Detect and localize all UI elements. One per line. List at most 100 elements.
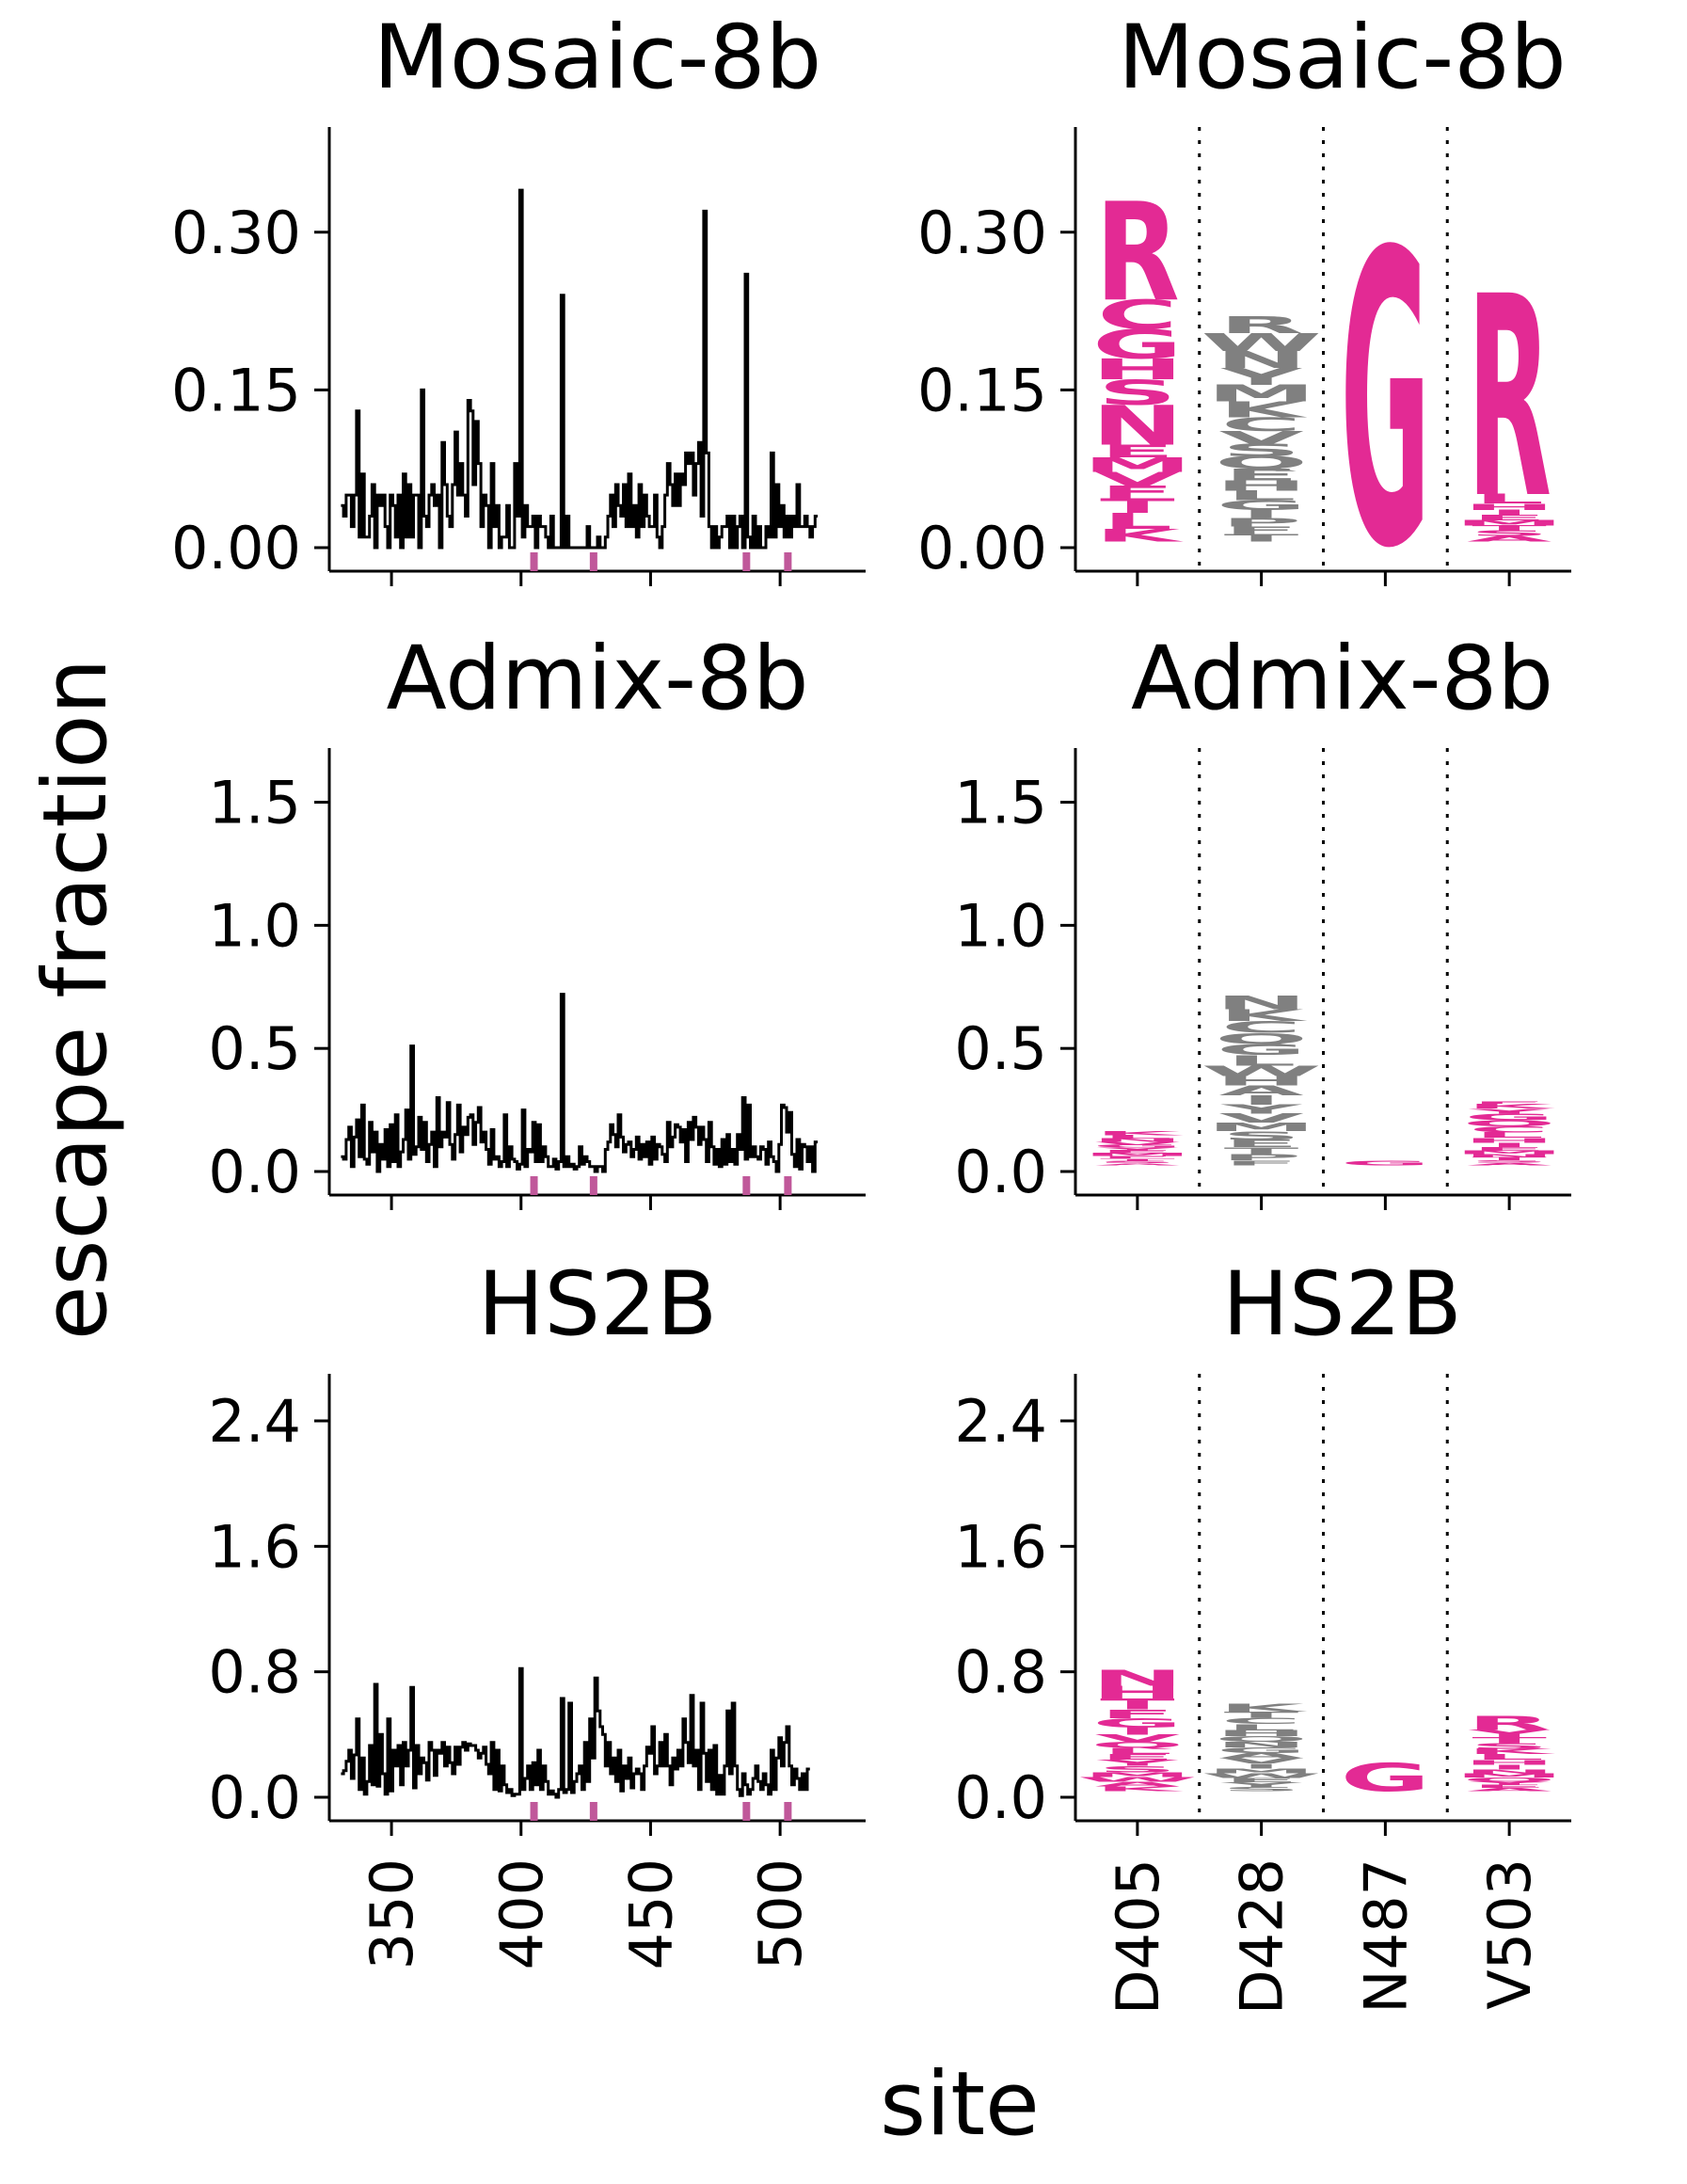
logo-letter: M <box>1455 1773 1564 1779</box>
logo-letter: G <box>1217 498 1307 513</box>
logo-letter: F <box>1472 1100 1547 1104</box>
site-marker <box>742 1802 751 1821</box>
logo-letter: A <box>1218 1083 1303 1099</box>
panel-title: HS2B <box>478 1253 718 1356</box>
logo-letter: G <box>1092 321 1183 368</box>
logo-letter: T <box>1100 1157 1175 1161</box>
logo-letter: C <box>1097 292 1178 339</box>
site-marker <box>742 552 751 571</box>
logo-letter: M <box>1455 518 1564 527</box>
logo-letter: S <box>1470 1159 1549 1163</box>
escape-line <box>341 993 819 1173</box>
logo-letter: L <box>1474 1752 1544 1761</box>
logo-letter: I <box>1488 1141 1529 1149</box>
logo-letter: T <box>1472 1156 1547 1161</box>
panel-title: Admix-8b <box>386 628 808 730</box>
site-marker <box>589 1802 597 1821</box>
logo-letter: C <box>1469 1124 1550 1135</box>
logo-letter: C <box>1221 413 1302 435</box>
logo-letter: K <box>1218 397 1307 422</box>
site-marker <box>784 552 792 571</box>
logo-letter: K <box>1218 1006 1308 1025</box>
logo-letter: M <box>1455 1150 1564 1156</box>
y-tick-label: 1.6 <box>954 1512 1047 1581</box>
logo-letter: G <box>1217 1746 1307 1754</box>
panel-title: Mosaic-8b <box>374 7 821 109</box>
logo-letter: T <box>1224 1145 1299 1156</box>
logo-panel-2: HS2B0.00.81.62.4D405KAWMSYELQVIGFTHND428… <box>954 1253 1571 2015</box>
logo-letter: H <box>1463 502 1555 512</box>
logo-letter: L <box>1103 1134 1172 1140</box>
logo-letter: M <box>1083 1153 1192 1157</box>
logo-letter: A <box>1467 1162 1552 1166</box>
y-tick-label: 0.5 <box>208 1014 301 1083</box>
logo-letter: A <box>1467 534 1552 543</box>
logo-letter: T <box>1100 494 1175 518</box>
logo-letter: I <box>1241 507 1281 520</box>
logo-letter: L <box>1474 1131 1544 1140</box>
logo-letter: M <box>1207 1121 1316 1135</box>
logo-letter: A <box>1218 1751 1303 1760</box>
logo-letter: V <box>1218 427 1304 448</box>
logo-letter: H <box>1216 478 1308 495</box>
logo-letter: V <box>1095 469 1181 490</box>
logo-letter: G <box>1217 1041 1307 1059</box>
logo-letter: G <box>1341 167 1431 637</box>
y-tick-label: 0.30 <box>917 199 1047 267</box>
logo-letter: Q <box>1215 1734 1308 1744</box>
logo-letter: F <box>1100 1156 1175 1159</box>
panel-title: HS2B <box>1222 1253 1462 1356</box>
logo-panel-0: Mosaic-8b0.000.150.30KLTFVMENSHGCRTFPIGL… <box>917 7 1571 638</box>
logo-letter: E <box>1224 466 1299 485</box>
logo-letter: H <box>1091 353 1184 387</box>
logo-letter: K <box>1467 1102 1556 1109</box>
sitewise-panel-1: Admix-8b 0.0 0.5 1.0 1.5 <box>208 628 866 1210</box>
site-label: N487 <box>1351 1858 1420 2014</box>
logo-letter: I <box>1488 1763 1529 1771</box>
y-tick-label: 0.00 <box>171 514 301 582</box>
logo-letter: Q <box>1215 1029 1308 1047</box>
y-tick-label: 0.0 <box>208 1138 301 1206</box>
logo-letter: S <box>1098 1160 1177 1164</box>
logo-letter: P <box>1221 516 1302 529</box>
logo-letter: S <box>1222 1129 1301 1143</box>
logo-letter: N <box>1463 1154 1555 1158</box>
x-tick-label: 500 <box>746 1858 815 1969</box>
y-tick-label: 1.0 <box>208 891 301 960</box>
logo-letter: S <box>1470 530 1549 538</box>
logo-letter: L <box>1226 488 1296 503</box>
logo-letter: Y <box>1096 1147 1179 1152</box>
logo-letter: C <box>1221 1018 1302 1037</box>
logo-letter: H <box>1463 1137 1555 1144</box>
y-axis-label: escape fraction <box>24 659 127 1341</box>
logo-letter: N <box>1216 346 1308 373</box>
logo-letter: K <box>1095 525 1185 546</box>
logo-letter: W <box>1201 1772 1322 1779</box>
logo-letter: L <box>1474 491 1544 506</box>
logo-letter: A <box>1467 1787 1552 1792</box>
site-label: V503 <box>1475 1858 1544 2010</box>
y-tick-label: 0.5 <box>954 1014 1047 1083</box>
y-tick-label: 0.0 <box>954 1763 1047 1832</box>
logo-letter: W <box>1201 1062 1322 1079</box>
site-marker <box>530 552 538 571</box>
logo-letter: I <box>1241 1093 1281 1108</box>
y-tick-label: 2.4 <box>954 1387 1047 1456</box>
logo-letter: E <box>1472 1146 1547 1152</box>
site-marker <box>742 1176 751 1195</box>
site-marker <box>589 552 597 571</box>
logo-letter: Q <box>1462 1777 1555 1783</box>
logo-letter: C <box>1221 1716 1302 1727</box>
logo-letter: L <box>1103 509 1172 534</box>
logo-letter: Y <box>1220 1103 1302 1117</box>
sitewise-panel-2: HS2B 0.0 0.8 1.6 2.4 350 400 450 500 <box>208 1253 866 1969</box>
logo-letter: E <box>1472 514 1547 522</box>
logo-letter: G <box>1464 1111 1554 1122</box>
y-tick-label: 0.0 <box>208 1763 301 1832</box>
logo-letter: S <box>1098 373 1177 412</box>
logo-letter: Y <box>1468 1108 1551 1115</box>
y-tick-label: 0.00 <box>917 514 1047 582</box>
y-tick-label: 1.5 <box>954 769 1047 837</box>
x-tick-label: 350 <box>358 1858 426 1969</box>
